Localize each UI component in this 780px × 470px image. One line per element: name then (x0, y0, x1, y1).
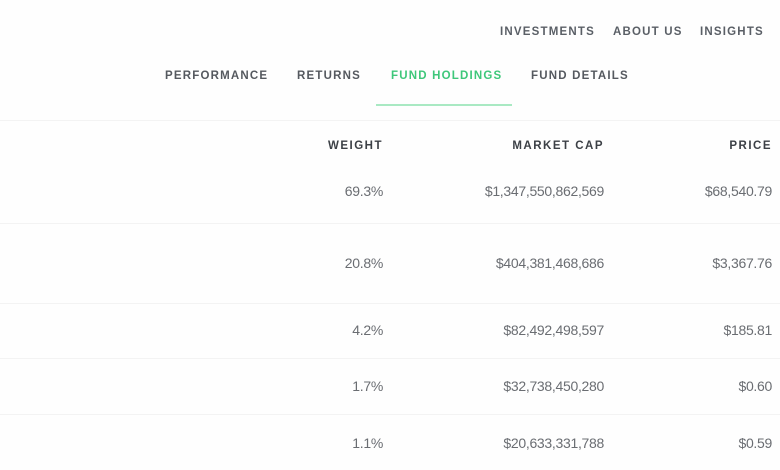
column-header-market-cap[interactable]: MARKET CAP (512, 140, 604, 152)
tab-fund-holdings[interactable]: FUND HOLDINGS (391, 70, 503, 82)
tab-performance[interactable]: PERFORMANCE (165, 70, 269, 82)
column-header-price[interactable]: PRICE (729, 140, 772, 152)
nav-link-about-us[interactable]: ABOUT US (613, 26, 683, 38)
row-divider (0, 358, 780, 359)
header-divider (0, 120, 780, 121)
nav-link-insights[interactable]: INSIGHTS (700, 26, 764, 38)
price-cell: $0.59 (738, 435, 772, 451)
row-divider (0, 303, 780, 304)
weight-cell: 4.2% (352, 322, 383, 338)
price-cell: $3,367.76 (712, 255, 772, 271)
market-cap-cell: $404,381,468,686 (495, 255, 604, 271)
weight-cell: 1.1% (352, 435, 383, 451)
active-tab-indicator (376, 104, 512, 106)
row-divider (0, 223, 780, 224)
tab-returns[interactable]: RETURNS (297, 70, 361, 82)
market-cap-cell: $20,633,331,788 (503, 435, 604, 451)
price-cell: $68,540.79 (704, 183, 772, 199)
row-divider (0, 414, 780, 415)
nav-link-investments[interactable]: INVESTMENTS (500, 26, 595, 38)
market-cap-cell: $82,492,498,597 (503, 322, 604, 338)
tab-fund-details[interactable]: FUND DETAILS (531, 70, 629, 82)
weight-cell: 20.8% (344, 255, 384, 271)
market-cap-cell: $1,347,550,862,569 (484, 183, 604, 199)
weight-cell: 1.7% (352, 378, 383, 394)
column-header-weight[interactable]: WEIGHT (328, 140, 383, 152)
market-cap-cell: $32,738,450,280 (503, 378, 604, 394)
price-cell: $185.81 (723, 322, 772, 338)
price-cell: $0.60 (738, 378, 772, 394)
weight-cell: 69.3% (344, 183, 384, 199)
